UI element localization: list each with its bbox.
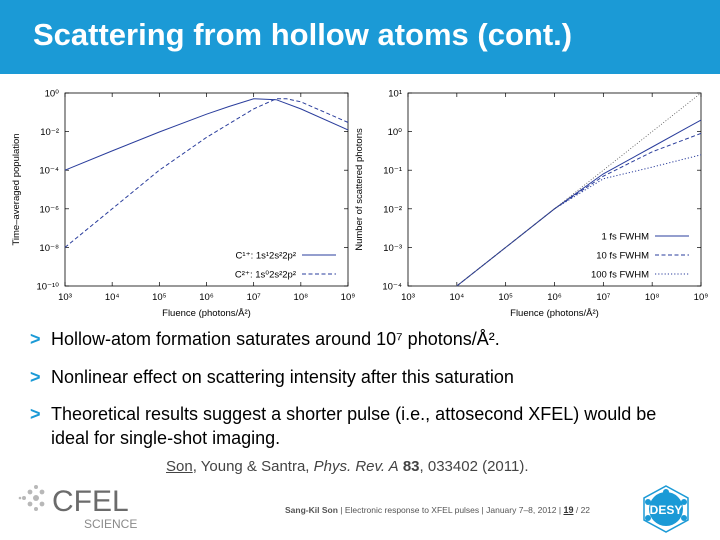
x-tick-label: 10⁹ <box>341 292 356 303</box>
footer: Sang-Kil Son | Electronic response to XF… <box>285 505 590 515</box>
footer-presenter: Sang-Kil Son <box>285 505 338 515</box>
x-tick-label: 10⁹ <box>694 292 709 303</box>
footer-page-total: / 22 <box>573 505 591 515</box>
footer-talk-title: Electronic response to XFEL pulses <box>344 505 480 515</box>
legend-label: 10 fs FWHM <box>596 251 649 262</box>
footer-separator: | <box>337 505 345 515</box>
bullet-marker: > <box>30 367 41 387</box>
title-bar: Scattering from hollow atoms (cont.) <box>0 0 720 74</box>
x-axis-label: Fluence (photons/Å²) <box>510 308 599 319</box>
citation-pages: , 033402 (2011). <box>419 458 529 475</box>
legend-label: 1 fs FWHM <box>602 232 650 243</box>
y-tick-label: 10⁻² <box>383 204 402 215</box>
cfel-logo: CFEL SCIENCE <box>18 485 137 530</box>
slide-body: 10³ 10⁴ 10⁵ 10⁶ 10⁷ 10⁸ 10⁹ 10⁻¹⁰ 10⁻⁸ 10⁻⁶ 10⁻⁴ 10… <box>0 74 720 540</box>
citation-author-link[interactable]: Son <box>166 458 193 475</box>
x-tick-label: 10⁴ <box>450 292 465 303</box>
y-tick-label: 10⁻³ <box>383 243 402 254</box>
legend-label: C¹⁺: 1s¹2s²2p² <box>236 251 296 262</box>
y-tick-label: 10⁻⁴ <box>39 166 59 177</box>
citation: Son, Young & Santra, Phys. Rev. A 83, 03… <box>166 458 529 475</box>
y-tick-label: 10⁻⁸ <box>39 243 59 254</box>
x-tick-label: 10⁵ <box>152 292 167 303</box>
footer-separator: | <box>556 505 564 515</box>
cfel-logo-text: CFEL <box>52 485 129 518</box>
series-line <box>456 132 702 287</box>
y-tick-label: 10⁻² <box>40 127 59 138</box>
citation-volume: 83 <box>402 458 420 475</box>
y-tick-label: 10¹ <box>388 89 402 100</box>
x-axis-label: Fluence (photons/Å²) <box>162 308 251 319</box>
charts-area: 10³ 10⁴ 10⁵ 10⁶ 10⁷ 10⁸ 10⁹10⁻¹⁰10⁻⁸10⁻⁶10⁻⁴10… <box>11 89 708 320</box>
bullet-text: Hollow-atom formation saturates around 1… <box>51 329 500 349</box>
slide-title: Scattering from hollow atoms (cont.) <box>33 17 573 52</box>
x-tick-label: 10⁷ <box>596 292 611 303</box>
x-tick-label: 10³ <box>58 292 72 303</box>
y-tick-label: 10⁰ <box>45 89 60 100</box>
y-tick-label: 10⁻⁶ <box>40 204 60 215</box>
chart-1: 10³ 10⁴ 10⁵ 10⁶ 10⁷ 10⁸ 10⁹ 10⁻¹⁰ 10⁻⁸ 10⁻⁶ 10⁻⁴ 10… <box>11 89 355 320</box>
x-tick-label: 10⁶ <box>199 292 214 303</box>
x-tick-label: 10³ <box>401 292 415 303</box>
y-tick-label: 10⁻⁴ <box>382 282 402 293</box>
series-line <box>456 154 702 287</box>
cfel-logo-subtext: SCIENCE <box>84 517 137 530</box>
series-line <box>64 98 349 248</box>
desy-logo-text: DESY <box>650 503 683 517</box>
bullet-marker: > <box>30 404 41 424</box>
bullet-text: Nonlinear effect on scattering intensity… <box>51 367 514 387</box>
cfel-dots-icon <box>18 485 45 511</box>
y-axis-label: Time–averaged population <box>11 133 22 245</box>
bullet-text: Theoretical results suggest a shorter pu… <box>51 404 657 448</box>
bullet-marker: > <box>30 329 41 349</box>
desy-logo: DESY <box>643 485 689 533</box>
plot-frame <box>407 92 702 287</box>
legend-label: C²⁺: 1s⁰2s²2p² <box>235 270 296 281</box>
x-tick-label: 10⁸ <box>294 292 309 303</box>
footer-separator: | <box>479 505 487 515</box>
footer-date: January 7–8, 2012 <box>486 505 557 515</box>
citation-journal: Phys. Rev. A <box>313 458 399 475</box>
y-tick-label: 10⁻¹ <box>383 166 402 177</box>
y-tick-label: 10⁰ <box>388 127 403 138</box>
citation-coauthors: , Young & Santra, <box>192 458 314 475</box>
legend-label: 100 fs FWHM <box>591 270 649 281</box>
x-tick-label: 10⁵ <box>498 292 513 303</box>
x-tick-label: 10⁴ <box>105 292 120 303</box>
chart-2: 10³ 10⁴ 10⁵ 10⁶ 10⁷ 10⁸ 10⁹ 10⁻⁴ 10⁻³ 10⁻² 10⁻¹ 10⁰… <box>354 89 708 320</box>
plot-frame <box>64 92 349 287</box>
series-line <box>456 119 702 287</box>
x-tick-label: 10⁶ <box>547 292 562 303</box>
desy-hexagon-icon <box>643 485 689 533</box>
footer-page-number: 19 <box>563 505 574 515</box>
series-line <box>64 98 349 171</box>
y-axis-label: Number of scattered photons <box>354 128 365 251</box>
y-tick-label: 10⁻¹⁰ <box>36 282 59 293</box>
x-tick-label: 10⁸ <box>645 292 660 303</box>
x-tick-label: 10⁷ <box>247 292 262 303</box>
